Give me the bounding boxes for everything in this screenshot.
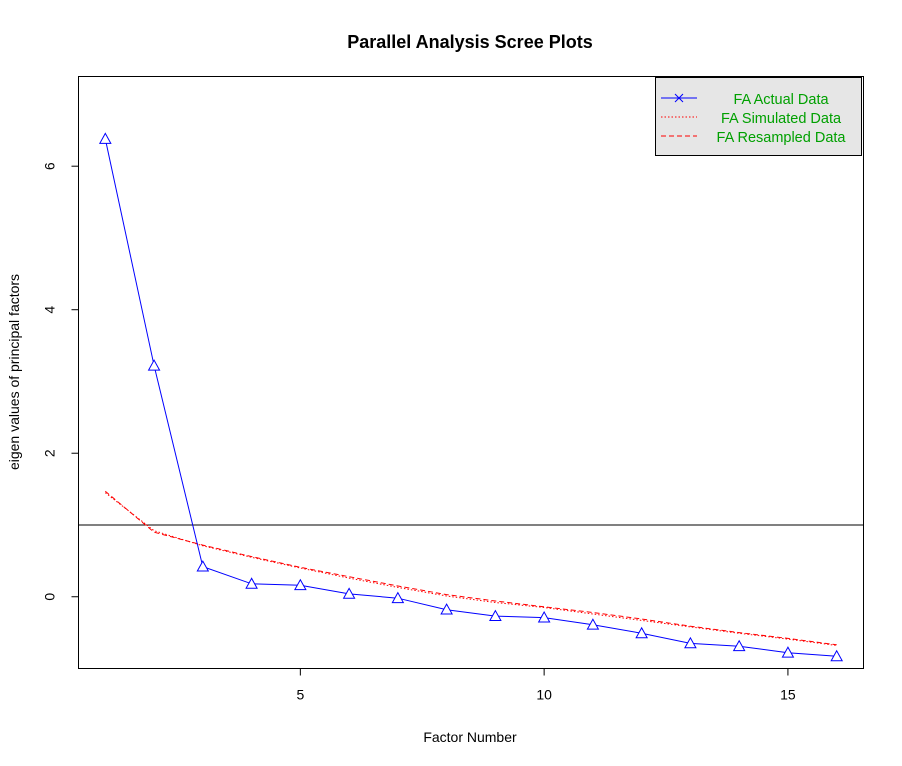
chart-title: Parallel Analysis Scree Plots <box>347 32 592 52</box>
y-tick-label: 6 <box>42 162 58 170</box>
data-point-marker <box>537 611 551 623</box>
data-point-marker <box>147 359 161 371</box>
y-axis: 0 2 4 6 <box>42 162 79 601</box>
plot-area-frame <box>78 76 864 669</box>
legend-x-marker <box>674 93 684 103</box>
legend-label: FA Simulated Data <box>721 111 842 127</box>
data-point-marker <box>586 618 600 630</box>
x-tick-label: 10 <box>536 687 552 703</box>
series-layer <box>98 132 844 662</box>
legend: FA Actual Data FA Simulated Data FA Resamp… <box>655 77 862 156</box>
y-tick-label: 4 <box>42 306 58 314</box>
data-point-marker <box>489 609 502 622</box>
data-point-marker <box>732 639 746 652</box>
legend-label: FA Actual Data <box>733 92 829 108</box>
x-axis: 5 10 15 <box>296 668 796 703</box>
data-point-marker <box>293 578 307 591</box>
y-tick-label: 0 <box>42 593 58 601</box>
data-point-marker <box>98 132 112 144</box>
data-point-marker <box>342 587 356 599</box>
data-point-marker <box>245 577 258 589</box>
data-point-marker <box>781 646 795 658</box>
data-point-marker <box>196 560 210 572</box>
series-line-actual-data <box>104 138 837 657</box>
series-line-resampled-data <box>104 490 837 646</box>
x-axis-label: Factor Number <box>423 729 517 745</box>
data-point-marker <box>391 591 405 604</box>
legend-label: FA Resampled Data <box>717 130 847 146</box>
data-point-marker <box>635 626 649 639</box>
y-axis-label: eigen values of principal factors <box>6 274 22 470</box>
data-point-marker <box>830 649 844 662</box>
data-point-marker <box>684 636 697 649</box>
data-point-marker <box>440 603 453 615</box>
y-tick-label: 2 <box>42 449 58 457</box>
series-line-simulated-data <box>104 492 837 646</box>
x-tick-label: 5 <box>296 687 304 703</box>
x-tick-label: 15 <box>780 687 796 703</box>
